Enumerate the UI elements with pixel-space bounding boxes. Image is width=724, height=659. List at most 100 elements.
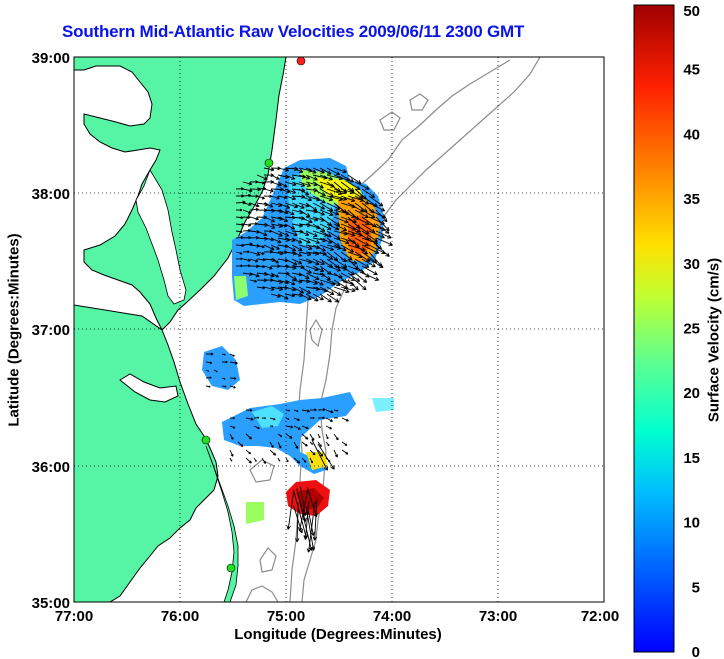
velocity-arrow <box>305 272 320 280</box>
velocity-arrow <box>305 174 318 181</box>
velocity-arrow <box>245 417 254 421</box>
velocity-arrow <box>298 237 311 244</box>
figure-title: Southern Mid-Atlantic Raw Velocities 200… <box>62 22 525 41</box>
velocity-arrow <box>312 244 326 252</box>
velocity-arrow <box>325 441 330 447</box>
velocity-arrow <box>245 449 252 455</box>
velocity-arrow <box>291 258 303 265</box>
velocity-arrow <box>291 244 303 252</box>
velocity-arrow <box>361 188 376 198</box>
velocity-arrow <box>340 286 356 293</box>
velocity-arrow <box>305 230 318 237</box>
velocity-arrow <box>229 449 234 457</box>
velocity-arrow <box>235 257 243 261</box>
velocity-arrow <box>221 353 226 356</box>
velocity-arrow <box>277 202 290 209</box>
velocity-arrow <box>249 251 261 257</box>
velocity-arrow <box>261 417 266 420</box>
x-axis-label: Longitude (Degrees:Minutes) <box>234 626 442 643</box>
velocity-arrow <box>249 202 260 208</box>
velocity-arrow <box>298 265 312 274</box>
y-tick-labels: 39:00 38:00 37:00 36:00 35:00 <box>32 50 70 612</box>
velocity-arrow <box>317 425 322 428</box>
velocity-arrow <box>205 352 214 356</box>
velocity-arrow <box>317 408 326 412</box>
velocity-arrow <box>326 209 340 216</box>
velocity-arrow <box>333 167 347 174</box>
colorbar-tick-label: 0 <box>692 644 700 659</box>
velocity-arrow <box>298 286 312 294</box>
y-tick-label: 37:00 <box>32 322 70 339</box>
velocity-arrow <box>263 202 274 208</box>
velocity-arrow <box>317 449 324 457</box>
velocity-arrow <box>270 258 279 264</box>
velocity-arrow <box>284 230 298 237</box>
velocity-arrow <box>229 433 234 440</box>
velocity-arrow <box>298 188 310 196</box>
velocity-arrow <box>305 293 319 302</box>
colorbar-tick-label: 50 <box>683 3 700 20</box>
velocity-arrow <box>261 457 267 464</box>
velocity-arrow <box>242 193 252 198</box>
velocity-arrow <box>293 409 299 413</box>
velocity-arrow <box>312 223 326 232</box>
x-tick-label: 73:00 <box>479 608 517 625</box>
velocity-arrow <box>256 181 266 185</box>
velocity-arrow <box>333 416 338 419</box>
velocity-arrow <box>249 258 259 263</box>
velocity-arrow <box>312 209 325 216</box>
velocity-arrow <box>319 195 334 202</box>
station-marker <box>201 435 211 445</box>
velocity-arrow <box>309 433 315 441</box>
velocity-arrow <box>354 258 370 268</box>
velocity-arrow <box>229 376 237 380</box>
velocity-arrow <box>249 216 259 221</box>
velocity-arrow <box>235 208 243 212</box>
velocity-arrow <box>347 279 359 291</box>
velocity-arrow <box>277 457 281 462</box>
velocity-arrow <box>326 167 341 176</box>
velocity-arrow <box>312 181 324 189</box>
velocity-arrow <box>277 230 290 237</box>
velocity-arrow <box>333 237 350 245</box>
velocity-arrow <box>285 417 290 421</box>
velocity-arrow <box>237 441 244 448</box>
velocity-arrow <box>309 416 315 420</box>
velocity-arrow <box>317 441 322 447</box>
velocity-arrow <box>235 264 243 268</box>
velocity-arrow <box>341 441 348 446</box>
velocity-arrow <box>305 167 317 174</box>
velocity-arrow <box>256 230 268 237</box>
velocity-arrow <box>326 286 342 296</box>
velocity-arrow <box>319 174 333 181</box>
velocity-arrow <box>340 195 356 202</box>
velocity-arrow <box>319 230 332 238</box>
velocity-arrow <box>361 272 380 281</box>
velocity-arrow <box>229 385 236 389</box>
velocity-arrow <box>270 244 280 250</box>
velocity-arrow <box>277 433 283 438</box>
velocity-arrow <box>312 265 325 272</box>
velocity-arrow <box>312 293 324 301</box>
velocity-arrow <box>291 167 304 174</box>
colorbar-tick-label: 30 <box>683 256 700 273</box>
colorbar-tick-label: 5 <box>692 579 700 596</box>
velocity-arrow <box>298 209 311 218</box>
velocity-arrow <box>354 237 370 247</box>
velocity-arrow <box>213 369 218 373</box>
velocity-arrow <box>317 443 335 470</box>
velocity-arrow <box>285 425 294 429</box>
velocity-arrow <box>284 223 295 230</box>
velocity-arrow <box>229 361 238 365</box>
velocity-arrow <box>368 195 384 207</box>
velocity-arrow <box>205 385 211 388</box>
velocity-arrow <box>291 251 303 257</box>
velocity-arrow <box>221 360 228 364</box>
velocity-arrow <box>205 361 213 365</box>
velocity-vectors <box>205 166 393 553</box>
velocity-arrow <box>312 195 326 204</box>
velocity-arrow <box>242 264 251 268</box>
velocity-arrow <box>253 425 260 430</box>
